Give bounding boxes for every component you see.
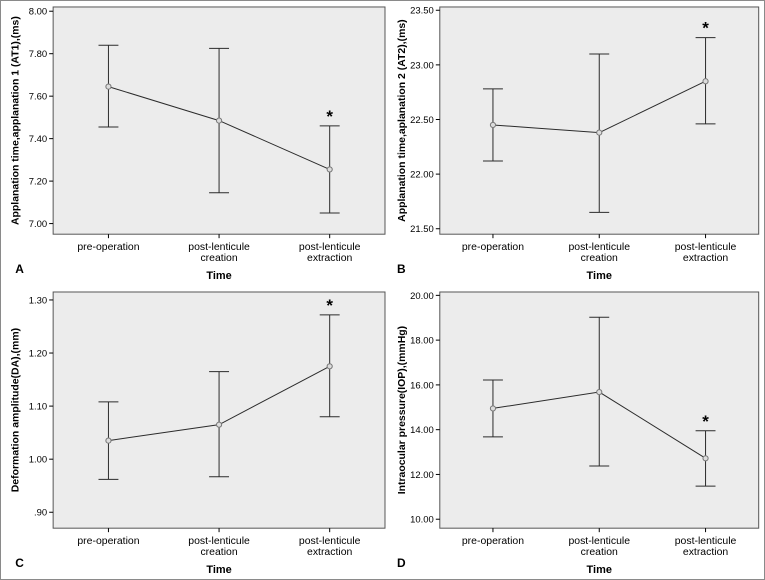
- y-axis-title: Intraocular pressure(IOP),(mmHg): [397, 326, 408, 494]
- y-tick-label: 7.60: [29, 92, 47, 103]
- x-tick-label-line: pre-operation: [77, 242, 139, 253]
- x-tick-label-line: post-lenticule: [188, 536, 250, 547]
- x-tick-label-line: creation: [200, 253, 237, 264]
- data-point: [105, 437, 112, 444]
- x-tick-label-line: pre-operation: [462, 242, 524, 253]
- y-tick-label: 7.40: [29, 134, 47, 145]
- data-point: [326, 363, 333, 370]
- x-tick-label: post-lenticule creation: [568, 536, 630, 558]
- x-tick-label-line: extraction: [307, 547, 353, 558]
- x-tick-label: post-lenticule creation: [188, 536, 250, 558]
- x-axis-title: Time: [206, 270, 231, 282]
- x-tick-label: post-lenticule extraction: [675, 536, 737, 558]
- x-tick-label-line: post-lenticule: [299, 242, 361, 253]
- y-tick-label: 16.00: [410, 380, 434, 391]
- data-point: [702, 78, 709, 85]
- x-tick-label-line: pre-operation: [462, 536, 524, 547]
- y-tick-label: 23.00: [410, 60, 434, 71]
- data-point: [489, 121, 497, 129]
- significance-star: *: [702, 19, 709, 38]
- y-tick-label: 14.00: [410, 425, 434, 436]
- y-tick-label: 8.00: [29, 7, 47, 18]
- x-tick-label: post-lenticule extraction: [299, 242, 361, 264]
- panel-label: B: [397, 262, 406, 276]
- x-tick-label: pre-operation: [462, 536, 524, 547]
- x-tick-label: pre-operation: [77, 536, 139, 547]
- y-tick-label: 1.30: [29, 295, 47, 306]
- data-point: [596, 388, 603, 396]
- x-tick-label: post-lenticule extraction: [675, 242, 737, 264]
- x-tick-label-line: creation: [200, 547, 237, 558]
- x-axis-title: Time: [206, 564, 231, 576]
- panel-label: A: [15, 262, 24, 276]
- y-tick-label: 1.00: [29, 455, 47, 466]
- x-axis-title: Time: [587, 564, 612, 576]
- x-tick-label-line: post-lenticule: [299, 536, 361, 547]
- panel-label: C: [15, 556, 24, 570]
- y-axis-title: Deformation amplitude(DA),(mm): [10, 328, 21, 492]
- x-tick-label-line: post-lenticule: [188, 242, 250, 253]
- significance-star: *: [702, 412, 709, 431]
- panel-c: .90 1.00 1.10 1.20 1.30 pre-operation post-len…: [10, 291, 386, 576]
- y-tick-label: 7.00: [29, 219, 47, 230]
- y-tick-label: 18.00: [410, 336, 434, 347]
- data-point: [105, 83, 112, 90]
- x-tick-label: pre-operation: [77, 242, 139, 253]
- y-tick-label: 10.00: [410, 515, 434, 526]
- x-tick-label-line: extraction: [683, 253, 729, 264]
- y-tick-label: 1.20: [29, 349, 47, 360]
- data-point: [215, 421, 223, 428]
- x-tick-label-line: post-lenticule: [568, 242, 630, 253]
- y-tick-label: 20.00: [410, 291, 434, 302]
- y-tick-label: 7.80: [29, 49, 47, 60]
- x-tick-label-line: extraction: [307, 253, 353, 264]
- data-point: [489, 405, 497, 412]
- significance-star: *: [326, 107, 333, 126]
- y-axis-title: Applanation time,applanation 1 (AT1),(ms…: [10, 16, 21, 225]
- significance-star: *: [326, 296, 333, 315]
- panel-d: 10.00 12.00 14.00 16.00 18.00 20.00 pre-operat…: [397, 291, 760, 576]
- panel-a: 7.00 7.20 7.40 7.60 7.80 8.00 pre-operation pos…: [10, 6, 386, 282]
- x-tick-label-line: extraction: [683, 547, 729, 558]
- y-tick-label: .90: [34, 508, 47, 519]
- x-tick-label-line: post-lenticule: [568, 536, 630, 547]
- y-tick-label: 12.00: [410, 470, 434, 481]
- data-point: [702, 455, 709, 462]
- y-tick-label: 22.00: [410, 170, 434, 181]
- x-tick-label: post-lenticule extraction: [299, 536, 361, 558]
- y-tick-label: 7.20: [29, 177, 47, 188]
- x-axis-title: Time: [587, 270, 612, 282]
- y-axis-title: Applanation time,aplanation 2 (AT2),(ms): [397, 19, 408, 221]
- data-point: [215, 117, 223, 124]
- x-tick-label-line: post-lenticule: [675, 242, 737, 253]
- x-tick-label-line: post-lenticule: [675, 536, 737, 547]
- data-point: [596, 129, 603, 136]
- y-tick-label: 1.10: [29, 402, 47, 413]
- x-tick-label-line: creation: [581, 547, 618, 558]
- x-tick-label: post-lenticule creation: [568, 242, 630, 264]
- x-tick-label: post-lenticule creation: [188, 242, 250, 264]
- x-tick-label-line: creation: [581, 253, 618, 264]
- y-tick-label: 23.50: [410, 6, 434, 17]
- data-point: [326, 166, 333, 173]
- y-tick-label: 22.50: [410, 115, 434, 126]
- panel-label: D: [397, 556, 406, 570]
- y-tick-label: 21.50: [410, 224, 434, 235]
- x-tick-label-line: pre-operation: [77, 536, 139, 547]
- x-tick-label: pre-operation: [462, 242, 524, 253]
- panel-b: 21.50 22.00 22.50 23.00 23.50 pre-operation po…: [397, 6, 760, 282]
